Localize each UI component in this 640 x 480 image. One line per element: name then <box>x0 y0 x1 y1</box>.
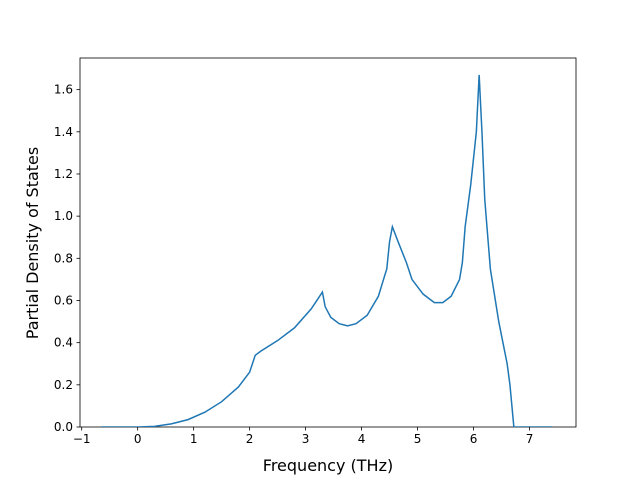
line <box>101 74 552 427</box>
y-tick-label: 0.2 <box>54 378 73 392</box>
x-tick-label: 0 <box>134 432 142 446</box>
x-tick-label: 5 <box>414 432 422 446</box>
y-tick-label: 0.8 <box>54 251 73 265</box>
x-tick-label: 2 <box>246 432 254 446</box>
y-tick-label: 0.0 <box>54 420 73 434</box>
y-tick-label: 1.4 <box>54 125 73 139</box>
y-tick-label: 1.6 <box>54 83 73 97</box>
x-axis-label: Frequency (THz) <box>263 456 393 475</box>
y-tick-label: 0.4 <box>54 336 73 350</box>
plot-frame <box>79 57 577 428</box>
y-tick-label: 1.0 <box>54 209 73 223</box>
x-tick-label: 6 <box>470 432 478 446</box>
x-tick-label: −1 <box>73 432 91 446</box>
x-tick-label: 7 <box>526 432 534 446</box>
y-axis-label: Partial Density of States <box>23 147 42 339</box>
y-tick-label: 1.2 <box>54 167 73 181</box>
y-tick-label: 0.6 <box>54 293 73 307</box>
x-tick-label: 4 <box>358 432 366 446</box>
x-tick-label: 1 <box>190 432 198 446</box>
x-tick-label: 3 <box>302 432 310 446</box>
